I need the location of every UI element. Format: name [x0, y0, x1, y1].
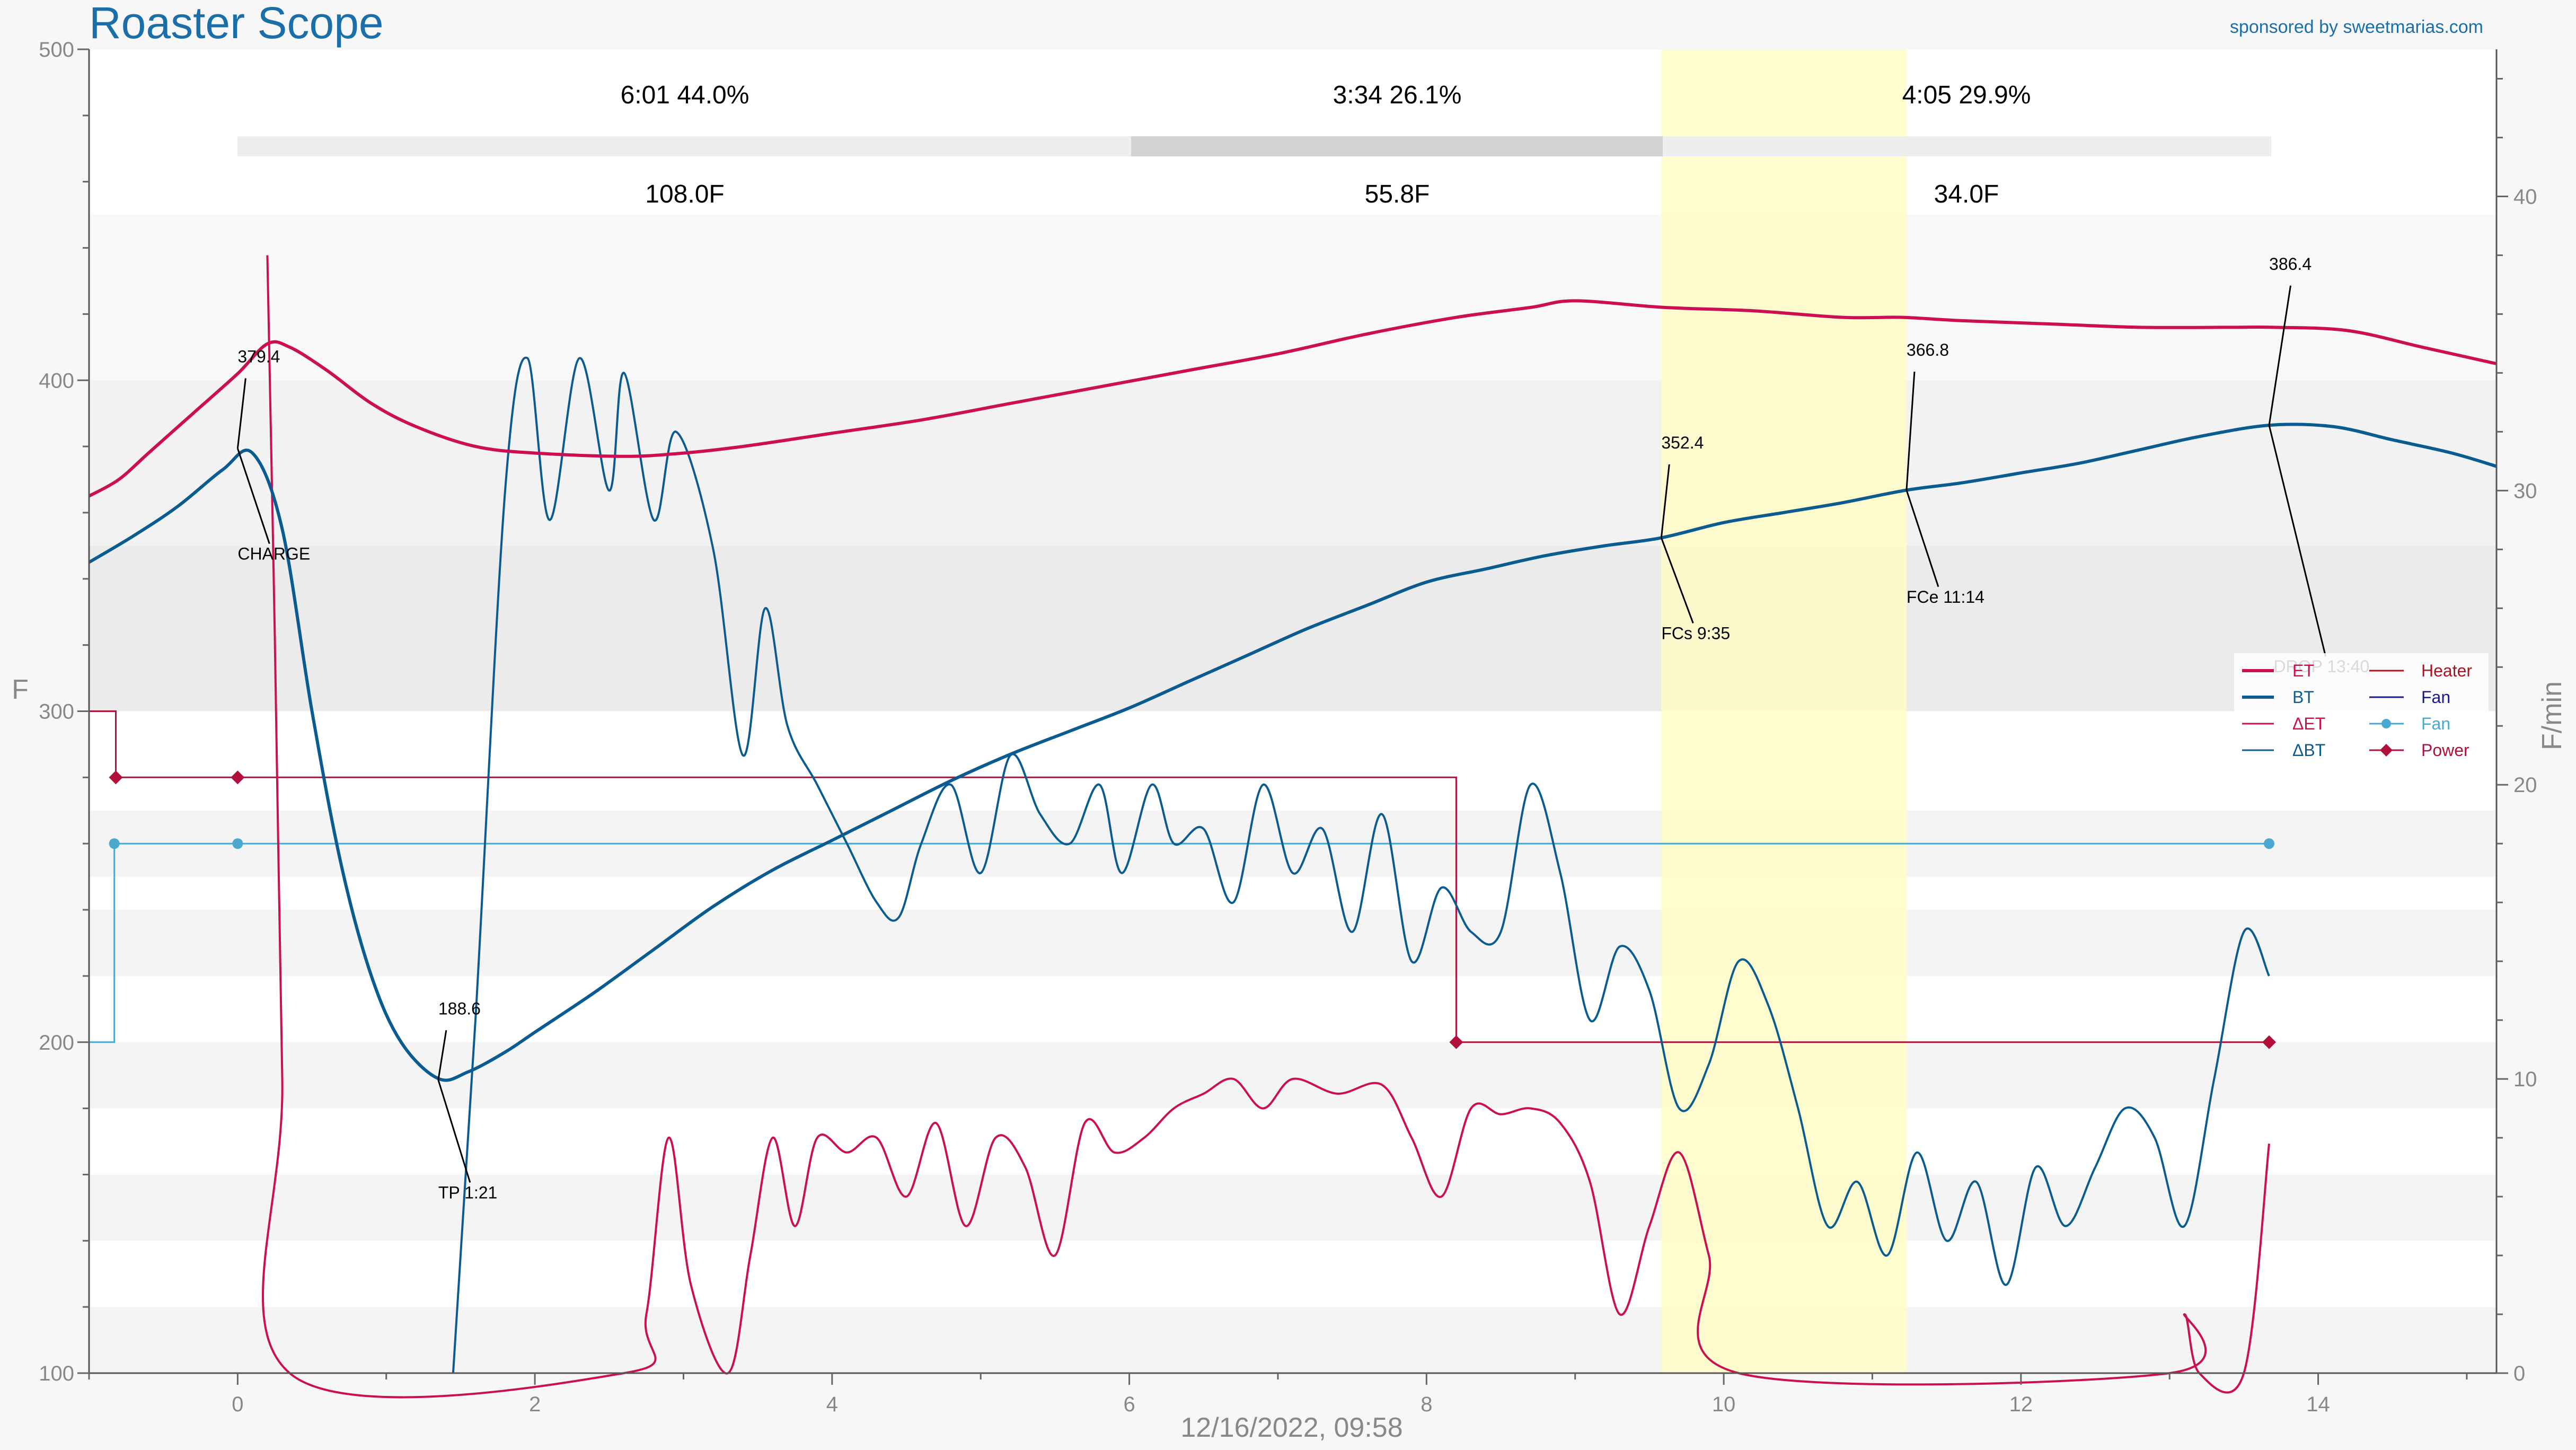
y-axis-label: F: [12, 674, 29, 705]
fan-marker: [232, 838, 243, 849]
event-leader: [2268, 285, 2291, 426]
phase-3-time: 4:05 29.9%: [1902, 81, 2031, 109]
power-marker: [109, 770, 123, 785]
x-tick-label: 10: [1712, 1393, 1736, 1416]
power-marker: [2262, 1035, 2277, 1049]
plot-band: [89, 1042, 2496, 1109]
y-tick-label: 300: [39, 700, 74, 724]
y-tick-label: 200: [39, 1031, 74, 1054]
legend-label: Fan: [2421, 714, 2450, 733]
legend-label: BT: [2292, 688, 2314, 707]
series-et: [88, 299, 2497, 498]
event-temp: 379.4: [237, 347, 280, 366]
y-right-tick-label: 20: [2513, 774, 2537, 797]
series-markers: [109, 770, 2277, 1049]
x-tick-label: 14: [2306, 1393, 2330, 1416]
plot-band: [89, 1174, 2496, 1241]
event-label: TP 1:21: [438, 1183, 497, 1202]
phase-bar-dry: [237, 136, 1131, 156]
event-leader: [2268, 425, 2327, 657]
legend-label: Fan: [2421, 688, 2450, 707]
event-leader: [236, 448, 270, 544]
y-axis-right-label: F/min: [2537, 681, 2568, 750]
event-temp: 386.4: [2269, 254, 2312, 274]
phase-bar-maillard: [1131, 136, 1663, 156]
y-right-tick-label: 40: [2513, 185, 2537, 208]
y-right-tick-label: 30: [2513, 479, 2537, 503]
x-tick-label: 4: [826, 1393, 838, 1416]
legend-marker: [2380, 744, 2393, 757]
series-delta-bt: [452, 356, 2270, 1374]
x-tick-label: 2: [529, 1393, 541, 1416]
highlight-band: [1661, 49, 1907, 1373]
x-axis-label: 12/16/2022, 09:58: [1180, 1412, 1402, 1443]
event-leader: [1660, 464, 1670, 538]
event-annotations: CHARGE 379.4 TP 1:21 188.6 FCs 9:35 352.4 FCe …: [236, 254, 2369, 1202]
phase-1-delta: 108.0F: [645, 180, 724, 208]
legend-label: Power: [2421, 741, 2469, 760]
event-label: FCe 11:14: [1907, 587, 1984, 607]
legend-marker: [2381, 719, 2391, 728]
phase-bar-development: [1663, 136, 2271, 156]
legend-label: ΔET: [2292, 714, 2325, 733]
phase-2-delta: 55.8F: [1365, 180, 1430, 208]
x-tick-label: 0: [232, 1393, 243, 1416]
y-right-tick-label: 0: [2513, 1362, 2525, 1385]
event-label: CHARGE: [237, 544, 310, 564]
y-right-tick-label: 10: [2513, 1068, 2537, 1091]
plot-band: [89, 910, 2496, 976]
event-leader: [437, 1030, 447, 1080]
power-marker: [1449, 1035, 1463, 1049]
plot-band: [89, 215, 2496, 381]
plot-band: [89, 546, 2496, 711]
y-tick-label: 400: [39, 369, 74, 392]
sponsor-link[interactable]: sponsored by sweetmarias.com: [2230, 17, 2483, 37]
plot-band: [89, 380, 2496, 546]
legend: ET BT ΔET ΔBT Heater Fan Fan Power: [2234, 653, 2489, 767]
event-leader: [1905, 371, 1916, 490]
event-temp: 188.6: [438, 999, 481, 1018]
phase-2-time: 3:34 26.1%: [1333, 81, 1462, 109]
event-leader: [1660, 537, 1694, 623]
legend-label: Heater: [2421, 661, 2472, 680]
event-label: FCs 9:35: [1661, 623, 1730, 643]
plot-background: [89, 49, 2496, 1373]
power-marker: [231, 770, 245, 785]
app-title: Roaster Scope: [89, 0, 384, 48]
x-tick-label: 6: [1123, 1393, 1135, 1416]
series-lines: [88, 255, 2497, 1399]
phase-bar: [237, 136, 2271, 156]
event-temp: 366.8: [1907, 340, 1949, 359]
series-delta-et: [261, 255, 2270, 1399]
event-leader: [236, 378, 246, 449]
phase-1-time: 6:01 44.0%: [621, 81, 749, 109]
x-tick-label: 8: [1421, 1393, 1432, 1416]
event-temp: 352.4: [1661, 433, 1704, 452]
y-tick-label: 500: [39, 38, 74, 61]
event-leader: [1905, 490, 1939, 587]
event-leader: [437, 1079, 471, 1183]
y-tick-label: 100: [39, 1362, 74, 1385]
legend-box: [2234, 653, 2489, 767]
plot-band: [89, 1307, 2496, 1373]
x-tick-label: 12: [2009, 1393, 2033, 1416]
fan-marker: [2264, 838, 2275, 849]
legend-label: ET: [2292, 661, 2314, 680]
first-crack-highlight: [1661, 49, 1907, 1373]
legend-label: ΔBT: [2292, 741, 2325, 760]
phase-3-delta: 34.0F: [1934, 180, 1999, 208]
series-bt: [88, 423, 2497, 1082]
fan-marker: [109, 838, 120, 849]
